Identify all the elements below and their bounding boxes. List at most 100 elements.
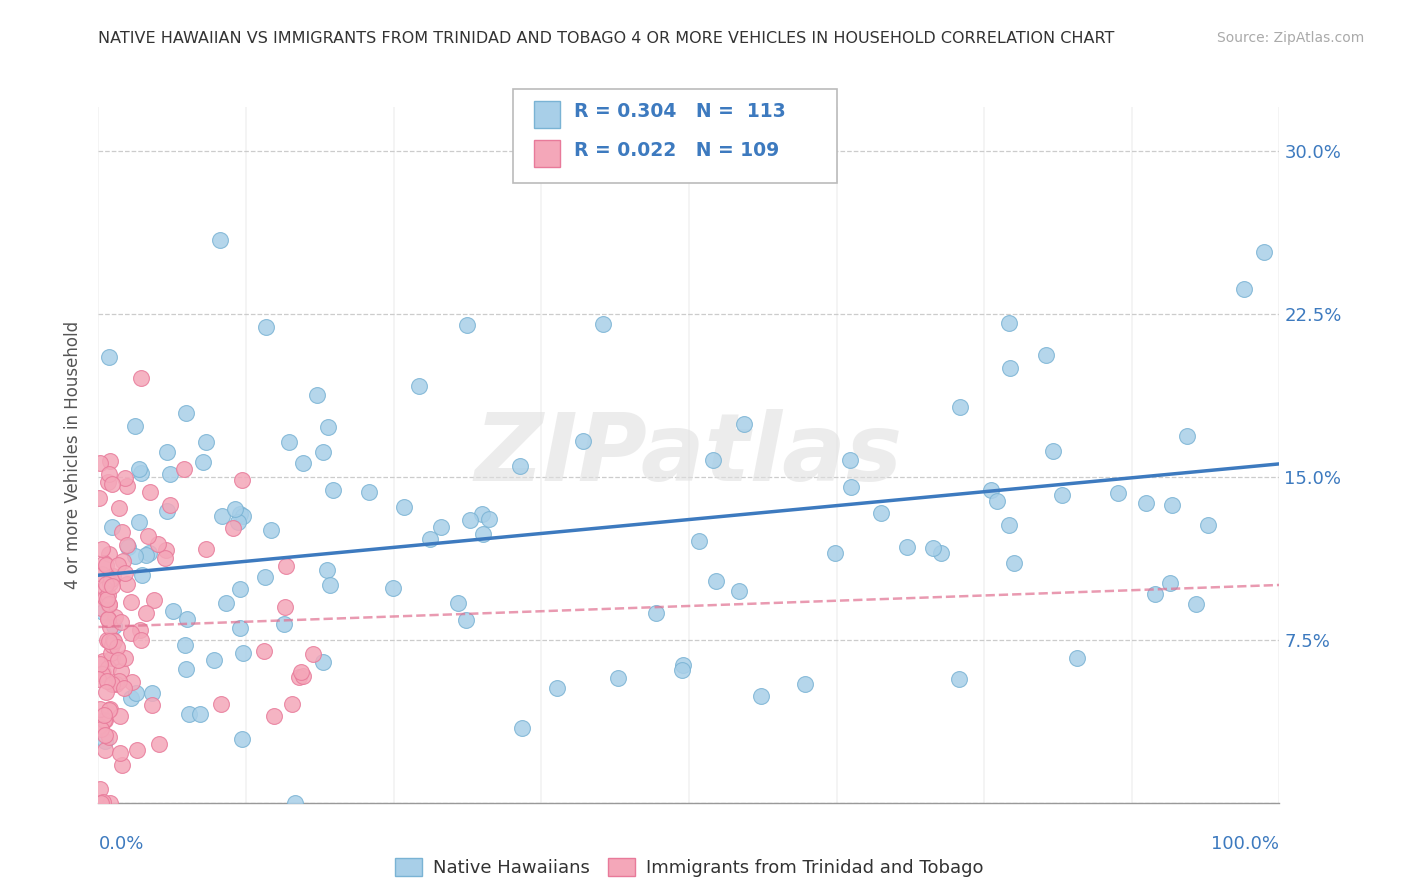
Point [111,524,134,539]
Point [704,574,727,588]
Point [728,583,751,598]
Point [120,691,142,706]
Point [159,499,181,513]
Point [281,697,304,711]
Point [111,758,134,772]
Point [301,648,323,662]
Point [1002,556,1025,570]
Point [97,612,120,626]
Point [91,796,114,810]
Point [97,588,120,602]
Point [841,479,863,493]
Point [138,546,160,560]
Point [1185,597,1208,611]
Point [115,479,138,493]
Point [110,664,132,678]
Point [129,623,152,637]
Point [1161,498,1184,512]
Point [156,445,179,459]
Point [103,634,125,648]
Point [922,541,945,556]
Point [276,558,298,573]
Point [592,317,614,331]
Point [124,549,146,564]
Legend: Native Hawaiians, Immigrants from Trinidad and Tobago: Native Hawaiians, Immigrants from Trinid… [388,850,990,884]
Point [998,316,1021,330]
Text: ZIPatlas: ZIPatlas [475,409,903,501]
Point [1050,488,1073,502]
Point [107,673,129,688]
Point [124,419,146,434]
Point [114,566,136,580]
Point [1066,651,1088,665]
Point [546,681,568,696]
Point [117,577,139,591]
Point [211,508,233,523]
Point [1000,360,1022,375]
Point [155,542,177,557]
Point [174,662,197,676]
Point [290,665,312,679]
Point [1253,245,1275,260]
Point [121,675,143,690]
Point [107,653,129,667]
Point [292,456,315,470]
Point [129,370,152,384]
Point [120,595,142,609]
Point [100,572,122,586]
Point [153,550,176,565]
Point [458,513,481,527]
Point [1144,586,1167,600]
Point [98,454,121,468]
Point [190,706,212,721]
Point [96,591,118,606]
Point [96,632,118,647]
Point [100,476,122,491]
Point [228,515,250,529]
Point [141,686,163,700]
Point [319,577,342,591]
Point [103,633,125,648]
Point [1042,443,1064,458]
Point [222,520,245,534]
Point [94,713,117,727]
Point [135,548,157,562]
Point [127,742,149,756]
Point [98,598,121,612]
Point [195,541,218,556]
Point [101,520,124,534]
Point [117,540,139,554]
Point [87,673,110,687]
Point [96,558,118,572]
Point [277,434,299,449]
Point [749,689,772,703]
Point [131,568,153,582]
Point [315,563,337,577]
Point [195,435,218,450]
Point [392,500,415,514]
Point [100,579,122,593]
Point [91,567,114,582]
Point [253,570,276,584]
Text: 100.0%: 100.0% [1212,835,1279,853]
Point [381,581,404,595]
Point [129,632,152,647]
Point [215,596,238,610]
Point [316,420,339,434]
Point [162,604,184,618]
Point [1159,576,1181,591]
Text: NATIVE HAWAIIAN VS IMMIGRANTS FROM TRINIDAD AND TOBAGO 4 OR MORE VEHICLES IN HOU: NATIVE HAWAIIAN VS IMMIGRANTS FROM TRINI… [98,31,1115,46]
Point [232,508,254,523]
Point [702,452,724,467]
Point [176,406,198,420]
Point [1197,517,1219,532]
Point [90,600,112,615]
Point [254,320,277,334]
Point [100,646,122,660]
Point [139,485,162,500]
Point [429,520,451,534]
Point [986,494,1008,508]
Point [253,644,276,658]
Point [1232,282,1254,296]
Point [97,731,120,745]
